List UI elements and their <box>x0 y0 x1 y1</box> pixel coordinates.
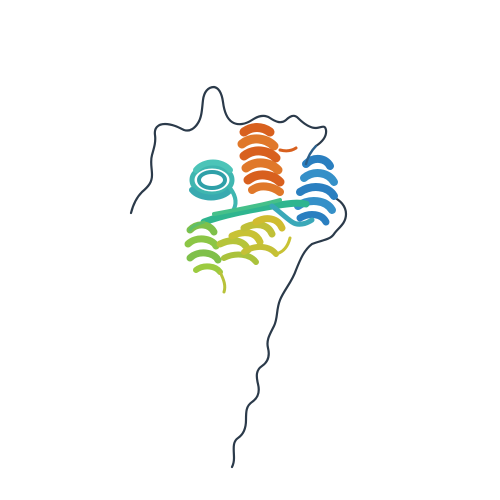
helix-blue <box>294 155 338 226</box>
helix-green-yellow <box>184 215 292 294</box>
coil-c-terminal-bottom <box>230 195 348 469</box>
strand-middle <box>200 198 315 227</box>
helix-orange <box>237 123 298 196</box>
coil-n-terminal-left <box>129 85 328 215</box>
loop-connector-left <box>188 220 206 232</box>
loop-connector-top <box>304 144 318 166</box>
